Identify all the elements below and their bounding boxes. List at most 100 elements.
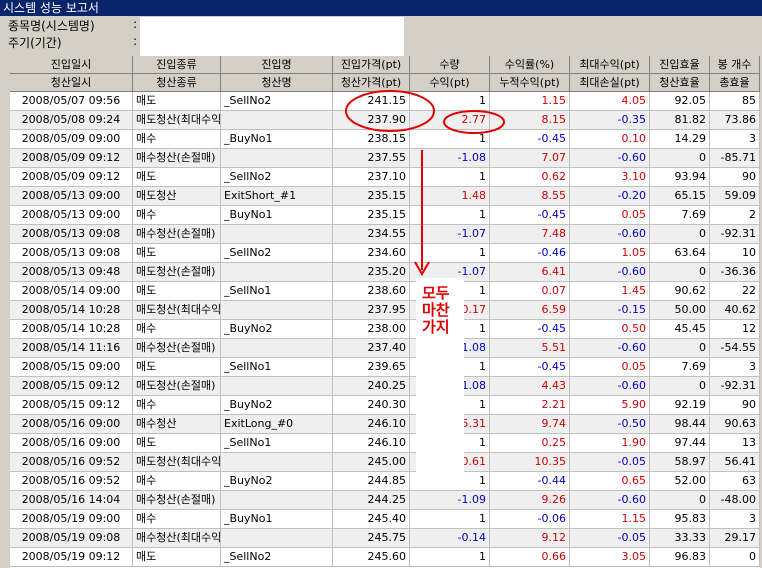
table-cell: 9.26 xyxy=(490,491,570,510)
table-cell: 2008/05/13 09:08 xyxy=(10,244,133,263)
table-cell: -0.15 xyxy=(570,301,650,320)
table-cell: 235.20 xyxy=(333,263,410,282)
table-cell: 0 xyxy=(650,149,710,168)
table-cell: 238.00 xyxy=(333,320,410,339)
table-cell: 237.55 xyxy=(333,149,410,168)
table-cell: -0.60 xyxy=(570,263,650,282)
table-cell: 0 xyxy=(650,377,710,396)
table-cell: 63 xyxy=(710,472,760,491)
table-cell: 1.05 xyxy=(570,244,650,263)
table-cell: 234.60 xyxy=(333,244,410,263)
table-cell: 6.41 xyxy=(490,263,570,282)
table-cell: 매수청산 xyxy=(133,415,221,434)
table-cell: 7.07 xyxy=(490,149,570,168)
header-cell: 진입종류 xyxy=(133,56,221,74)
header-cell: 진입가격(pt) xyxy=(333,56,410,74)
table-cell: 1 xyxy=(410,206,490,225)
table-cell: 3.05 xyxy=(570,548,650,567)
table-cell: 2 xyxy=(710,206,760,225)
table-cell: 매도청산(최대수익대비하락) xyxy=(133,453,221,472)
annotation-text: 마찬 xyxy=(422,301,450,319)
table-cell xyxy=(221,225,333,244)
table-cell: 1.90 xyxy=(570,434,650,453)
table-cell: 90 xyxy=(710,168,760,187)
table-cell: -92.31 xyxy=(710,225,760,244)
table-cell: 2008/05/14 10:28 xyxy=(10,320,133,339)
table-cell: 매도 xyxy=(133,282,221,301)
table-cell: 7.69 xyxy=(650,206,710,225)
table-cell xyxy=(221,263,333,282)
table-cell: -0.60 xyxy=(570,377,650,396)
table-cell: 매수청산(손절매) xyxy=(133,149,221,168)
table-cell: -0.20 xyxy=(570,187,650,206)
table-cell: 237.10 xyxy=(333,168,410,187)
table-cell: 매수청산(손절매) xyxy=(133,225,221,244)
table-cell: 33.33 xyxy=(650,529,710,548)
table-cell: -48.00 xyxy=(710,491,760,510)
table-cell: 2008/05/15 09:12 xyxy=(10,396,133,415)
table-cell: 239.65 xyxy=(333,358,410,377)
table-cell: 매수청산(최대수익대비하락) xyxy=(133,529,221,548)
table-cell: 92.19 xyxy=(650,396,710,415)
table-cell xyxy=(221,149,333,168)
table-cell: _BuyNo1 xyxy=(221,130,333,149)
table-cell: 2008/05/16 09:00 xyxy=(10,434,133,453)
table-cell xyxy=(221,529,333,548)
table-cell: 1.15 xyxy=(570,510,650,529)
table-cell: 245.00 xyxy=(333,453,410,472)
separator: : xyxy=(133,34,138,48)
table-cell: _SellNo2 xyxy=(221,548,333,567)
table-cell: _SellNo2 xyxy=(221,92,333,111)
table-cell: 240.25 xyxy=(333,377,410,396)
table-cell: 237.95 xyxy=(333,301,410,320)
table-cell: 1 xyxy=(410,130,490,149)
table-cell: -0.05 xyxy=(570,453,650,472)
table-cell: 매도 xyxy=(133,434,221,453)
table-cell: 98.44 xyxy=(650,415,710,434)
table-cell: 3 xyxy=(710,510,760,529)
table-cell: 238.15 xyxy=(333,130,410,149)
table-cell: 50.00 xyxy=(650,301,710,320)
table-cell: 97.44 xyxy=(650,434,710,453)
table-cell: 9.74 xyxy=(490,415,570,434)
table-cell: -92.31 xyxy=(710,377,760,396)
table-cell: 10 xyxy=(710,244,760,263)
header-cell: 수익(pt) xyxy=(410,74,490,92)
table-cell: -0.05 xyxy=(570,529,650,548)
annotation-text: 가지 xyxy=(422,318,450,336)
table-cell: 2008/05/09 09:12 xyxy=(10,168,133,187)
table-cell: -0.60 xyxy=(570,149,650,168)
table-cell: 2008/05/07 09:56 xyxy=(10,92,133,111)
header-cell: 청산효율 xyxy=(650,74,710,92)
table-cell: 12 xyxy=(710,320,760,339)
table-cell: _SellNo1 xyxy=(221,358,333,377)
table-cell: 매도청산(최대수익대비하락) xyxy=(133,111,221,130)
table-cell: 0.65 xyxy=(570,472,650,491)
header-cell: 진입일시 xyxy=(10,56,133,74)
table-cell: 0 xyxy=(650,225,710,244)
table-cell: 240.30 xyxy=(333,396,410,415)
table-cell: 2008/05/16 09:52 xyxy=(10,472,133,491)
table-cell: _BuyNo2 xyxy=(221,396,333,415)
table-cell: -0.45 xyxy=(490,130,570,149)
table-cell xyxy=(221,339,333,358)
table-cell: 58.97 xyxy=(650,453,710,472)
table-cell: -0.46 xyxy=(490,244,570,263)
table-cell: 52.00 xyxy=(650,472,710,491)
table-cell: 매도 xyxy=(133,244,221,263)
table-cell: 40.62 xyxy=(710,301,760,320)
header-cell: 청산가격(pt) xyxy=(333,74,410,92)
annotation-text: 모두 xyxy=(422,284,450,302)
table-cell: 92.05 xyxy=(650,92,710,111)
table-cell: 246.10 xyxy=(333,415,410,434)
table-cell: -1.09 xyxy=(410,491,490,510)
table-cell: 매수 xyxy=(133,396,221,415)
table-cell: 0.62 xyxy=(490,168,570,187)
table-cell: 245.75 xyxy=(333,529,410,548)
table-cell: -36.36 xyxy=(710,263,760,282)
table-cell: 7.69 xyxy=(650,358,710,377)
table-cell: 매도청산(손절매) xyxy=(133,377,221,396)
table-cell: 0 xyxy=(650,491,710,510)
header-cell: 청산일시 xyxy=(10,74,133,92)
table-cell: 2008/05/16 14:04 xyxy=(10,491,133,510)
